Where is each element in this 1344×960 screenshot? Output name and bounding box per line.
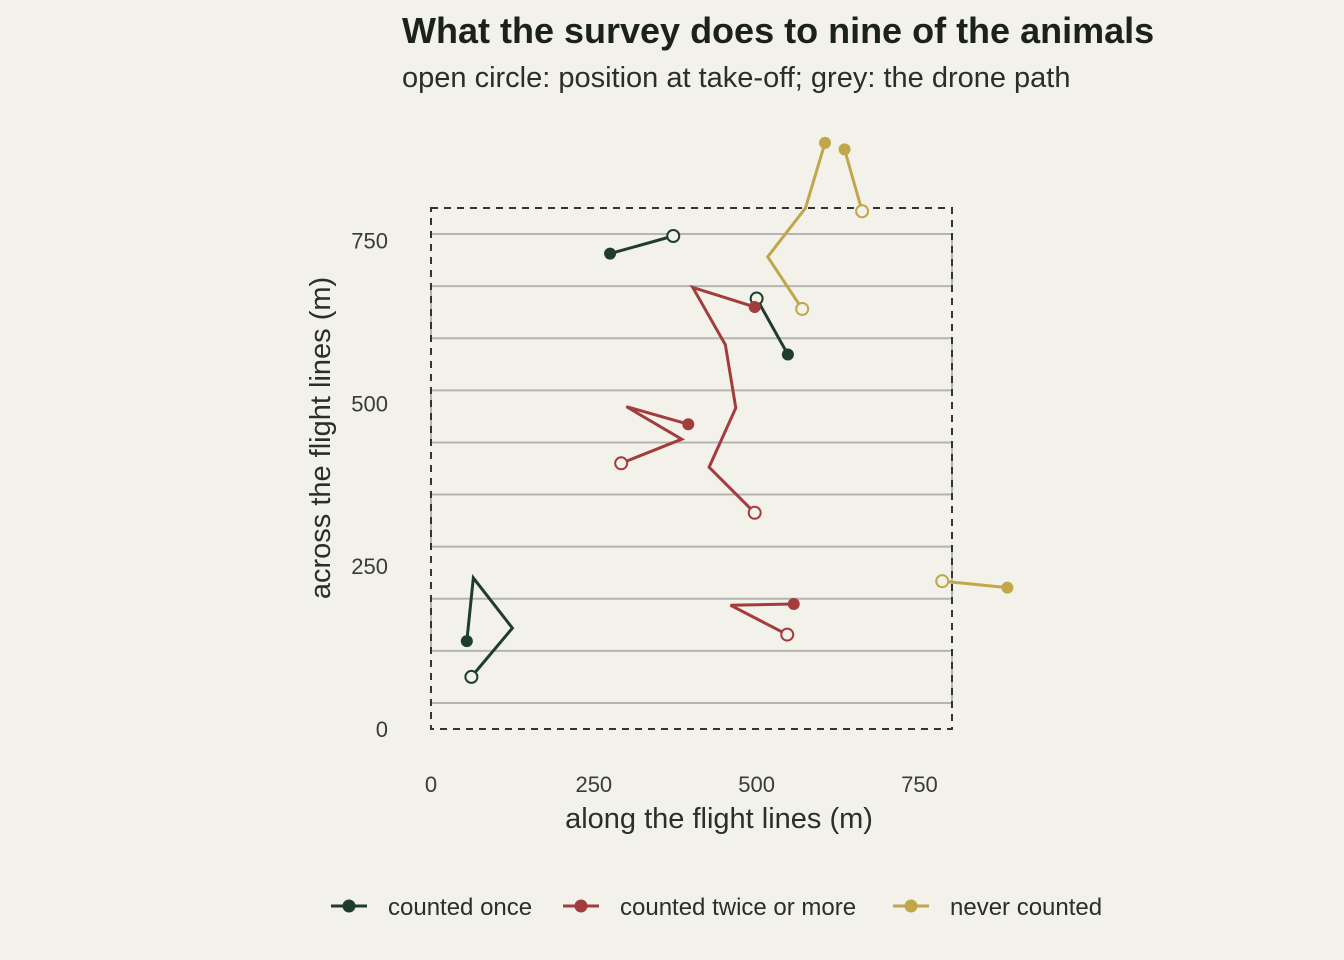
- legend-key-dot: [342, 899, 356, 913]
- takeoff-point-1-2: [666, 229, 681, 244]
- chart-title: What the survey does to nine of the anim…: [402, 10, 1155, 51]
- animal-track-2-3: [729, 602, 794, 636]
- end-point-2-3: [787, 597, 800, 610]
- legend-item: never counted: [893, 894, 1102, 921]
- x-tick-label: 500: [738, 772, 775, 797]
- y-tick-label: 750: [351, 229, 388, 254]
- x-tick-label: 750: [901, 772, 938, 797]
- animal-track-1-1: [465, 574, 515, 678]
- y-axis-title: across the flight lines (m): [305, 277, 337, 599]
- animal-track-3-2: [843, 148, 864, 212]
- end-point-1-3: [781, 348, 794, 361]
- chart-subtitle: open circle: position at take-off; grey:…: [402, 62, 1071, 94]
- legend-key-dot: [904, 899, 918, 913]
- animal-track-2-2: [689, 284, 756, 514]
- end-point-3-3: [1001, 581, 1014, 594]
- drone-path-group: [430, 233, 953, 704]
- takeoff-point-2-2: [747, 505, 762, 520]
- animal-track-1-3: [755, 297, 790, 356]
- animal-track-3-1: [765, 142, 827, 310]
- y-tick-label: 250: [351, 554, 388, 579]
- legend-key-dot: [574, 899, 588, 913]
- y-tick-label: 500: [351, 391, 388, 416]
- x-axis-ticks: 0 250 500 750: [425, 772, 938, 797]
- y-tick-label: 0: [376, 717, 388, 742]
- x-axis-title: along the flight lines (m): [565, 803, 873, 835]
- legend: counted once counted twice or more never c…: [331, 894, 1102, 921]
- animal-track-1-2: [609, 234, 674, 256]
- y-axis-ticks: 0 250 500 750: [351, 229, 388, 742]
- x-tick-label: 0: [425, 772, 437, 797]
- end-point-3-2: [838, 143, 851, 156]
- takeoff-point-2-1: [614, 456, 629, 471]
- legend-label: counted once: [388, 894, 532, 921]
- legend-item: counted once: [331, 894, 532, 921]
- takeoff-point-3-1: [795, 301, 810, 316]
- study-area-border: [430, 207, 953, 730]
- takeoff-point-3-3: [935, 574, 950, 589]
- end-point-1-1: [460, 635, 473, 648]
- end-point-2-2: [748, 300, 761, 313]
- end-point-3-1: [819, 136, 832, 149]
- animal-tracks-group: [460, 136, 1014, 684]
- legend-label: never counted: [950, 894, 1102, 921]
- takeoff-point-3-2: [855, 204, 870, 219]
- end-point-1-2: [604, 247, 617, 260]
- animal-track-3-3: [942, 579, 1008, 590]
- end-point-2-1: [682, 418, 695, 431]
- legend-item: counted twice or more: [563, 894, 856, 921]
- takeoff-point-2-3: [780, 627, 795, 642]
- x-tick-label: 250: [575, 772, 612, 797]
- legend-label: counted twice or more: [620, 894, 856, 921]
- animal-track-2-1: [620, 405, 689, 465]
- takeoff-point-1-1: [464, 669, 479, 684]
